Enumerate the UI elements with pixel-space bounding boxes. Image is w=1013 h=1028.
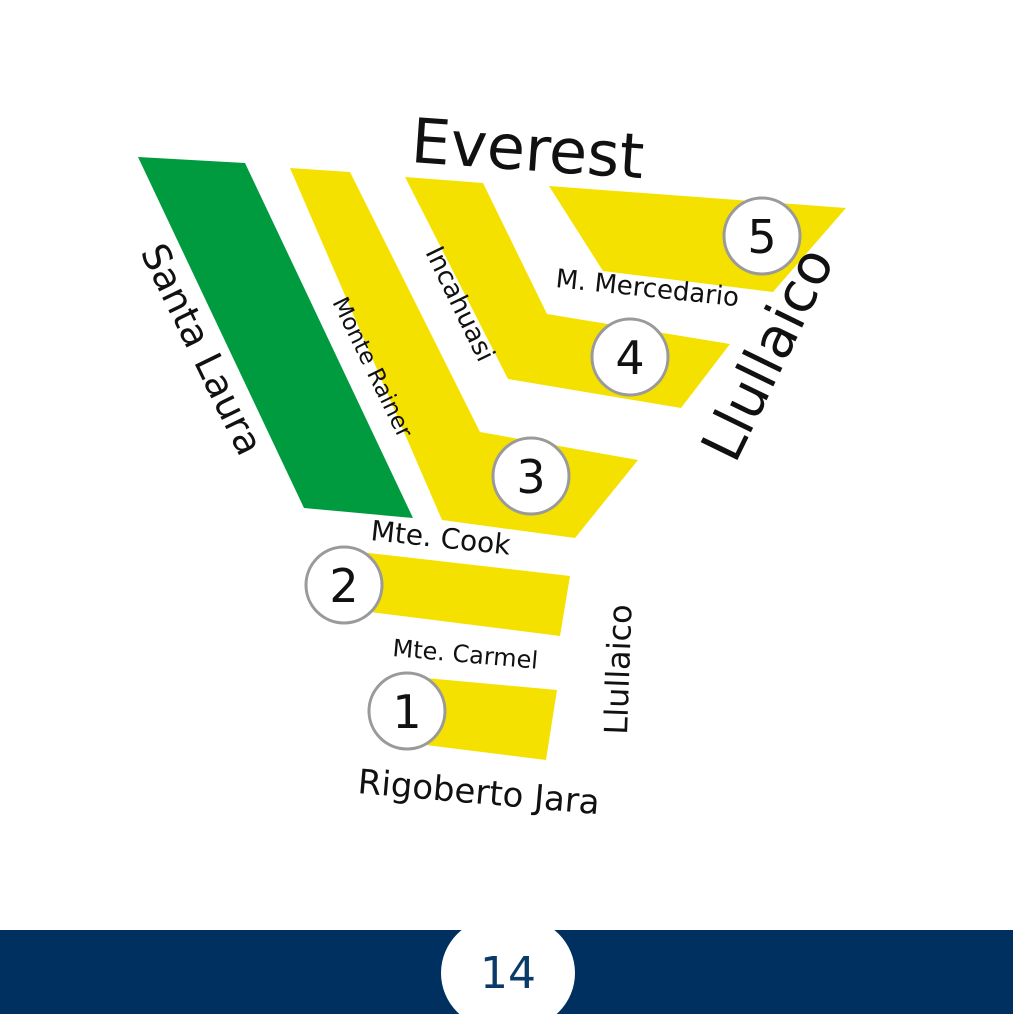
marker-5[interactable]: 5	[722, 196, 802, 276]
marker-3-label: 3	[516, 450, 545, 504]
marker-4[interactable]: 4	[590, 317, 670, 397]
marker-1-label: 1	[392, 685, 421, 739]
green-block-santa-laura	[138, 157, 413, 518]
yellow-block-cook	[360, 552, 570, 636]
page-number-badge: 14	[441, 918, 575, 1028]
marker-1[interactable]: 1	[367, 671, 447, 751]
marker-2-label: 2	[329, 559, 358, 613]
page-number: 14	[480, 947, 536, 999]
marker-4-label: 4	[615, 331, 644, 385]
street-label-rigoberto-jara: Rigoberto Jara	[356, 762, 601, 823]
marker-2[interactable]: 2	[304, 545, 384, 625]
street-label-everest: Everest	[409, 104, 646, 193]
street-label-mte-carmel: Mte. Carmel	[391, 634, 539, 675]
marker-5-label: 5	[747, 210, 776, 264]
marker-3[interactable]: 3	[491, 436, 571, 516]
street-label-llullaico-small: Llullaico	[597, 604, 640, 736]
